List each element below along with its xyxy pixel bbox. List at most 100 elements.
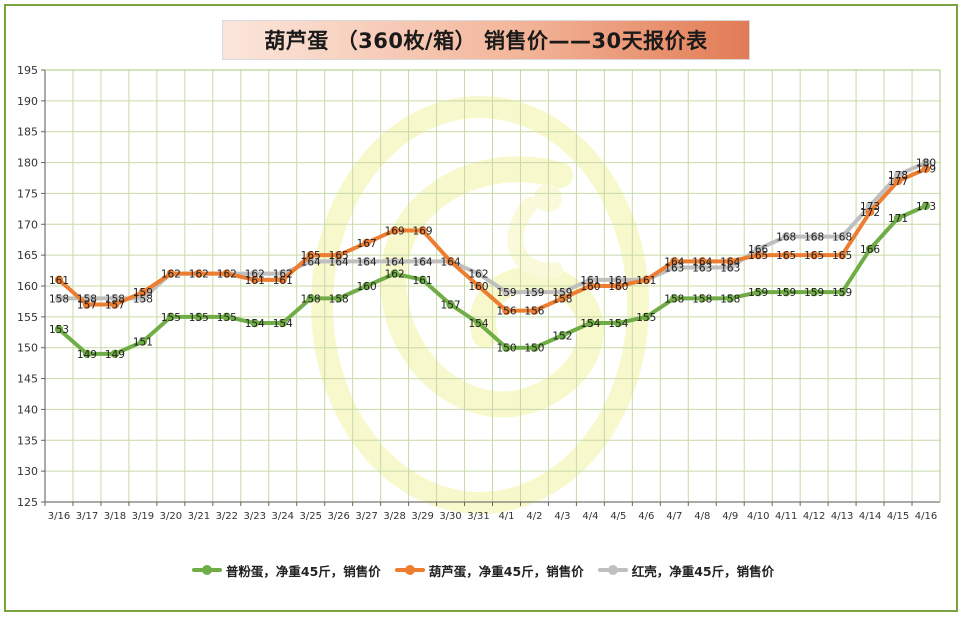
watermark-logo: [311, 96, 649, 514]
chart-title: 葫芦蛋 （360枚/箱） 销售价——30天报价表: [222, 20, 750, 60]
y-tick-label-155: 155: [17, 311, 38, 324]
series-1-label-4/6: 155: [636, 312, 656, 324]
series-2-point-4/4: [586, 281, 595, 291]
x-tick-label-4/15: 4/15: [887, 511, 909, 522]
x-tick-label-3/17: 3/17: [76, 511, 98, 522]
series-2-label-4/1: 156: [496, 306, 516, 318]
series-3-point-4/16: [921, 158, 931, 167]
legend-label-series-3: 红壳，净重45斤，销售价: [631, 563, 775, 579]
y-tick-label-130: 130: [17, 465, 38, 478]
series-2-point-3/24: [278, 275, 287, 285]
legend: 普粉蛋，净重45斤，销售价 葫芦蛋，净重45斤，销售价 红壳，净重45斤，销售价: [0, 559, 966, 581]
y-tick-label-170: 170: [17, 218, 38, 231]
series-2-point-3/22: [222, 269, 231, 278]
series-3-point-3/28: [390, 257, 399, 266]
series-1-point-4/1: [502, 343, 511, 352]
series-3-label-3/18: 158: [105, 293, 125, 305]
series-3-label-4/7: 163: [664, 262, 684, 274]
series-1-label-4/12: 159: [804, 287, 824, 299]
series-3-label-4/10: 166: [748, 244, 768, 256]
series-3-label-4/14: 173: [860, 201, 880, 213]
series-3-point-4/3: [558, 287, 567, 297]
y-tick-label-125: 125: [17, 496, 38, 509]
series-3-point-4/2: [530, 287, 539, 297]
series-3-label-3/28: 164: [385, 256, 405, 268]
series-2-point-4/3: [558, 294, 567, 303]
series-3-point-3/16: [54, 294, 64, 303]
series-1-label-3/29: 161: [413, 275, 433, 287]
y-tick-label-175: 175: [17, 187, 38, 200]
series-2-point-4/7: [670, 257, 679, 266]
series-3-label-4/3: 159: [552, 287, 572, 299]
x-tick-label-4/12: 4/12: [803, 511, 825, 522]
legend-marker-series-3: [597, 565, 628, 575]
series-1-label-3/27: 160: [357, 281, 377, 293]
series-3-point-3/29: [418, 257, 427, 266]
series-2-label-3/31: 160: [468, 281, 488, 293]
series-3-point-4/1: [502, 287, 511, 297]
x-tick-label-4/4: 4/4: [582, 511, 598, 522]
series-3-point-4/12: [809, 232, 819, 241]
y-tick-label-135: 135: [17, 434, 38, 447]
series-2-point-4/10: [754, 250, 763, 260]
series-1-label-4/15: 171: [888, 213, 908, 225]
series-1-label-4/14: 166: [860, 244, 880, 256]
series-2-label-4/3: 158: [552, 293, 572, 305]
series-1-label-4/8: 158: [692, 293, 712, 305]
series-3-point-4/9: [726, 263, 735, 272]
x-tick-label-3/20: 3/20: [160, 511, 182, 522]
series-1-label-3/28: 162: [385, 269, 405, 281]
x-tick-label-3/18: 3/18: [104, 511, 126, 522]
series-3-point-3/18: [110, 294, 120, 303]
series-2-point-3/16: [54, 275, 64, 285]
series-3-label-3/27: 164: [357, 256, 377, 268]
series-1-point-4/9: [726, 294, 735, 303]
legend-item-series-2[interactable]: 葫芦蛋，净重45斤，销售价: [394, 561, 584, 580]
series-2-label-4/2: 156: [524, 306, 544, 318]
series-1-label-4/13: 159: [832, 287, 852, 299]
series-3-label-3/31: 162: [468, 269, 488, 281]
x-tick-label-3/21: 3/21: [188, 511, 210, 522]
series-1-point-4/16: [921, 201, 931, 210]
series-1-point-3/28: [390, 269, 399, 278]
series-2-label-4/10: 165: [748, 250, 768, 262]
x-tick-label-4/5: 4/5: [610, 511, 626, 522]
y-tick-label-140: 140: [17, 403, 38, 416]
series-2-point-3/18: [110, 300, 120, 309]
series-3-point-4/10: [754, 244, 763, 254]
series-3-label-3/29: 164: [413, 256, 433, 268]
legend-item-series-3[interactable]: 红壳，净重45斤，销售价: [597, 561, 775, 580]
series-1-point-3/18: [110, 349, 120, 359]
series-1-label-3/31: 154: [468, 318, 488, 330]
x-tick-label-4/10: 4/10: [747, 511, 769, 522]
series-2-point-3/20: [166, 269, 176, 278]
series-3-point-4/15: [893, 170, 903, 180]
series-1-label-3/20: 155: [161, 312, 181, 324]
series-1-point-4/4: [586, 318, 595, 328]
series-2-point-4/11: [781, 250, 791, 260]
series-3-label-4/12: 168: [804, 232, 824, 244]
series-3-label-4/8: 163: [692, 262, 712, 274]
series-1-point-4/12: [809, 287, 819, 297]
x-tick-label-3/29: 3/29: [411, 511, 433, 522]
series-2-label-4/8: 164: [692, 256, 712, 268]
x-tick-label-3/27: 3/27: [355, 511, 377, 522]
legend-item-series-1[interactable]: 普粉蛋，净重45斤，销售价: [191, 561, 381, 580]
series-2-point-3/29: [418, 226, 427, 235]
series-2-label-3/28: 169: [385, 225, 405, 237]
y-tick-label-180: 180: [17, 157, 38, 170]
x-tick-label-3/16: 3/16: [48, 511, 70, 522]
x-tick-label-4/13: 4/13: [831, 511, 853, 522]
legend-label-series-2: 葫芦蛋，净重45斤，销售价: [428, 563, 584, 579]
series-1-label-4/9: 158: [720, 293, 740, 305]
series-3-label-3/20: 162: [161, 269, 181, 281]
series-1-label-4/10: 159: [748, 287, 768, 299]
series-1-point-3/17: [82, 349, 92, 359]
y-axis-ticks: 125 130 135 140 145 150 155 160 165 170 175 180 185 1…: [17, 64, 38, 509]
series-1-label-4/11: 159: [776, 287, 796, 299]
series-1-label-3/25: 158: [301, 293, 321, 305]
series-2-point-4/12: [809, 250, 819, 260]
series-3-label-4/2: 159: [524, 287, 544, 299]
series-3-label-3/30: 164: [441, 256, 461, 268]
series-2-point-4/16: [921, 164, 931, 173]
